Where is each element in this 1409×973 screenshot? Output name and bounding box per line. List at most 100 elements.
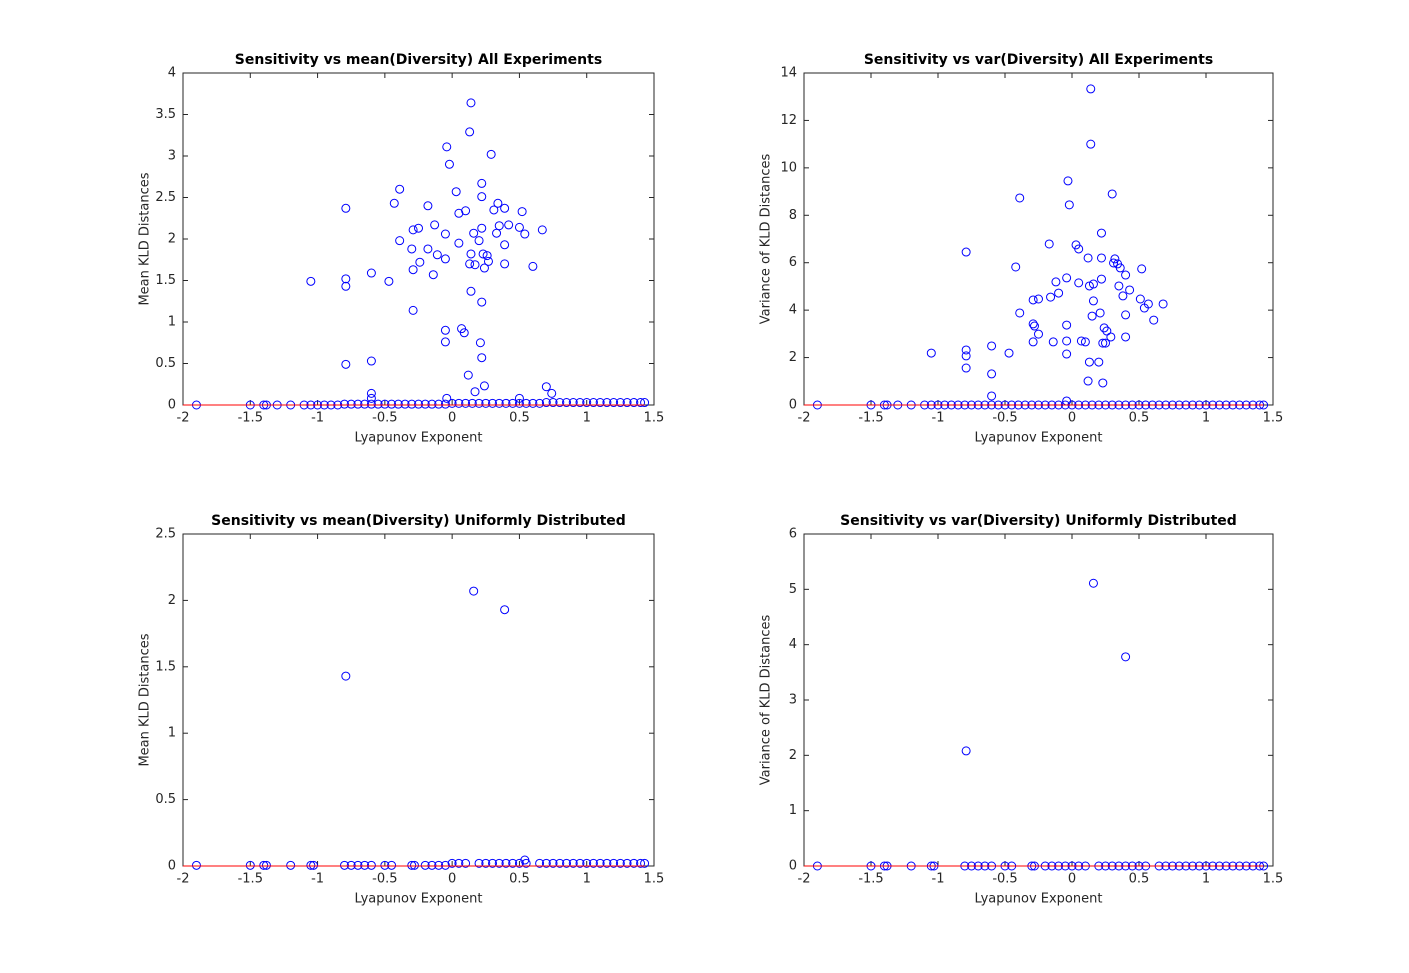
data-point bbox=[1114, 281, 1124, 291]
data-point bbox=[366, 388, 376, 398]
data-point bbox=[463, 370, 473, 380]
x-tick-label: -0.5 bbox=[992, 411, 1017, 426]
data-point bbox=[366, 860, 376, 870]
data-point bbox=[414, 223, 423, 233]
data-point bbox=[442, 142, 452, 152]
data-point bbox=[528, 398, 538, 408]
x-tick-label: 0 bbox=[1068, 411, 1076, 426]
data-point bbox=[1096, 253, 1106, 263]
x-tick-label: -1.5 bbox=[858, 872, 883, 887]
data-point bbox=[427, 860, 437, 870]
data-point bbox=[1076, 336, 1086, 346]
data-point bbox=[346, 860, 356, 870]
x-tick-label: -2 bbox=[177, 872, 190, 887]
data-point bbox=[442, 393, 452, 403]
data-point bbox=[440, 229, 450, 239]
data-point bbox=[568, 398, 578, 408]
data-point bbox=[1034, 329, 1043, 339]
data-point bbox=[1015, 308, 1025, 318]
data-point bbox=[414, 399, 423, 409]
x-tick-label: -1.5 bbox=[238, 411, 263, 426]
data-point bbox=[575, 858, 585, 868]
data-point bbox=[395, 236, 405, 246]
x-tick-label: -0.5 bbox=[372, 411, 397, 426]
data-point bbox=[486, 149, 496, 159]
data-point bbox=[423, 244, 433, 254]
x-tick-label: -1 bbox=[311, 411, 324, 426]
x-tick-label: 0 bbox=[448, 872, 456, 887]
data-point bbox=[478, 249, 488, 259]
data-point bbox=[447, 398, 457, 408]
data-point bbox=[286, 860, 296, 870]
data-point bbox=[489, 205, 499, 215]
data-point bbox=[547, 388, 557, 398]
x-tick-label: -1.5 bbox=[238, 872, 263, 887]
chart-title: Sensitivity vs mean(Diversity) Uniformly… bbox=[211, 513, 626, 529]
y-axis-label: Mean KLD Distances bbox=[138, 172, 153, 305]
data-point bbox=[602, 398, 612, 408]
plot-area bbox=[803, 533, 1274, 867]
data-point bbox=[477, 223, 487, 233]
x-tick-label: -2 bbox=[798, 411, 811, 426]
data-point bbox=[474, 398, 484, 408]
data-point bbox=[428, 270, 438, 280]
data-point bbox=[360, 399, 370, 409]
data-point bbox=[1099, 323, 1109, 333]
data-point bbox=[408, 265, 418, 275]
data-point bbox=[346, 399, 356, 409]
data-point bbox=[440, 399, 450, 409]
data-point bbox=[1074, 278, 1084, 288]
data-point bbox=[488, 398, 498, 408]
x-tick-label: -1 bbox=[311, 872, 324, 887]
data-point bbox=[461, 858, 471, 868]
data-point bbox=[541, 398, 551, 408]
data-point bbox=[477, 192, 487, 202]
y-tick-label: 1.5 bbox=[155, 659, 176, 674]
chart-title: Sensitivity vs var(Diversity) Uniformly … bbox=[840, 513, 1237, 529]
x-axis-label: Lyapunov Exponent bbox=[975, 431, 1103, 446]
data-point bbox=[1098, 338, 1108, 348]
chart-title: Sensitivity vs mean(Diversity) All Exper… bbox=[235, 52, 602, 68]
data-point bbox=[500, 605, 510, 615]
data-point bbox=[393, 399, 403, 409]
data-point bbox=[1062, 273, 1072, 283]
x-tick-label: 0.5 bbox=[509, 872, 530, 887]
data-point bbox=[1028, 337, 1038, 347]
data-point bbox=[548, 858, 558, 868]
data-point bbox=[629, 398, 639, 408]
data-point bbox=[1063, 176, 1073, 186]
y-tick-label: 4 bbox=[789, 303, 797, 318]
data-point bbox=[387, 860, 397, 870]
data-point bbox=[521, 858, 531, 868]
data-point bbox=[466, 98, 476, 108]
data-point bbox=[466, 249, 476, 259]
data-point bbox=[1096, 274, 1106, 284]
data-point bbox=[1101, 338, 1110, 348]
x-tick-label: -1 bbox=[932, 411, 945, 426]
data-point bbox=[508, 398, 518, 408]
data-point bbox=[459, 328, 469, 338]
y-tick-label: 2 bbox=[168, 593, 176, 608]
data-point bbox=[408, 225, 418, 235]
data-point bbox=[400, 399, 410, 409]
data-point bbox=[1121, 270, 1131, 280]
data-point bbox=[636, 398, 646, 408]
data-point bbox=[366, 399, 376, 409]
data-point bbox=[640, 398, 650, 408]
data-point bbox=[339, 860, 349, 870]
data-point bbox=[479, 381, 489, 391]
x-tick-label: -2 bbox=[177, 411, 190, 426]
y-axis-label: Variance of KLD Distances bbox=[759, 154, 774, 325]
data-point bbox=[615, 398, 625, 408]
data-point bbox=[1086, 84, 1096, 94]
x-tick-label: 0 bbox=[1068, 872, 1076, 887]
data-point bbox=[483, 256, 493, 266]
data-point bbox=[1011, 262, 1021, 272]
data-point bbox=[1064, 200, 1074, 210]
data-point bbox=[514, 858, 524, 868]
data-point bbox=[444, 159, 454, 169]
data-point bbox=[447, 858, 457, 868]
data-point bbox=[595, 398, 605, 408]
data-point bbox=[341, 671, 351, 681]
data-point bbox=[535, 398, 545, 408]
